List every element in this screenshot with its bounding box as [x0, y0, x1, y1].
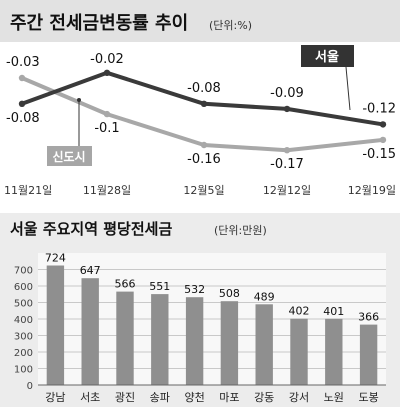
x-category-label: 서초: [80, 391, 100, 404]
legend-newtown-box: [47, 146, 92, 166]
line-plot: -0.03 -0.1 -0.16 -0.17 -0.15 -0.08 -0.02 -0.08 -…: [4, 52, 396, 197]
x-tick-label: 12월5일: [183, 183, 224, 197]
series-1-value-label: -0.15: [362, 147, 396, 162]
series-1-point: [18, 74, 26, 82]
series-1-value-label: -0.03: [6, 55, 40, 70]
series-1-value-label: -0.1: [94, 121, 119, 136]
x-category-label: 마포: [219, 391, 239, 404]
legend-newtown: 신도시: [47, 98, 92, 166]
series-0-value-label: -0.12: [362, 101, 396, 116]
bar-value-label: 551: [149, 280, 170, 293]
series-0-value-label: -0.08: [187, 81, 221, 96]
series-1-value-label: -0.17: [270, 157, 304, 172]
bar-chart: 서울 주요지역 평당전세금 (단위:만원) 0 100 200 300 400 500 60…: [0, 213, 400, 407]
bar-value-label: 366: [358, 311, 379, 324]
line-title-bar: [0, 0, 400, 42]
bar-value-label: 401: [323, 305, 344, 318]
series-0-point: [283, 105, 291, 113]
bar: [220, 301, 239, 385]
series-0-point: [379, 121, 387, 128]
bar: [81, 278, 99, 385]
x-tick-label: 11월21일: [4, 183, 52, 197]
x-category-label: 강동: [254, 391, 274, 404]
x-category-label: 송파: [150, 391, 170, 404]
series-0-point: [103, 69, 111, 77]
bar: [290, 318, 308, 385]
line-chart-unit: (단위:%): [209, 19, 252, 32]
series-0-point: [18, 100, 26, 108]
legend-seoul: 서울: [301, 45, 354, 111]
x-tick-label: 12월19일: [348, 183, 396, 197]
bar: [255, 304, 273, 385]
bar-value-label: 532: [184, 283, 205, 296]
x-category-label: 강서: [289, 391, 309, 404]
legend-seoul-leader: [345, 66, 351, 111]
x-tick-label: 11월28일: [83, 183, 131, 197]
bar-value-label: 508: [219, 287, 240, 300]
legend-newtown-leader-dot: [77, 98, 81, 102]
bar-plot: 0 100 200 300 400 500 600 700 724 강남 647 서초 566 광진 551…: [14, 252, 386, 404]
series-1-point: [200, 141, 208, 149]
x-category-label: 강남: [45, 391, 65, 404]
y-tick-label: 500: [14, 299, 33, 310]
x-category-label: 양천: [184, 390, 204, 404]
series-1-value-label: -0.16: [187, 152, 221, 167]
bar-chart-title: 서울 주요지역 평당전세금: [10, 220, 172, 238]
series-0-point: [200, 100, 208, 108]
bar: [151, 294, 169, 385]
y-tick-label: 700: [14, 266, 33, 277]
bar: [325, 318, 343, 385]
x-tick-label: 12월12일: [263, 183, 311, 197]
series-0-value-label: -0.08: [6, 111, 40, 126]
x-category-label: 광진: [115, 391, 135, 404]
bar-chart-unit: (단위:만원): [214, 224, 267, 237]
legend-seoul-label: 서울: [315, 49, 339, 65]
y-tick-label: 300: [14, 332, 33, 343]
bar-value-label: 647: [80, 264, 101, 277]
y-tick-label: 0: [27, 381, 33, 392]
bar-value-label: 724: [45, 252, 66, 265]
line-chart: 주간 전세금변동률 추이 (단위:%) -0.03-0.1-0.16 -0.17-…: [0, 0, 400, 197]
legend-newtown-label: 신도시: [52, 149, 85, 164]
line-chart-title: 주간 전세금변동률 추이: [10, 13, 188, 34]
series-1-point: [379, 136, 387, 144]
y-tick-label: 600: [14, 282, 33, 293]
y-tick-label: 100: [14, 365, 33, 376]
bar: [359, 324, 378, 385]
bar: [116, 291, 134, 385]
bar-value-label: 489: [254, 290, 275, 303]
series-0-value-label: -0.09: [270, 86, 304, 101]
x-category-label: 노원: [324, 391, 344, 404]
series-0-value-label: -0.02: [90, 52, 124, 67]
bar: [46, 265, 65, 385]
series-1-point: [283, 147, 291, 154]
bar-value-label: 402: [289, 305, 310, 318]
bar: [185, 297, 204, 385]
y-tick-label: 400: [14, 315, 33, 326]
bar-value-label: 566: [115, 278, 136, 291]
y-tick-label: 200: [14, 348, 33, 359]
x-category-label: 도봉: [358, 391, 378, 404]
legend-seoul-box: [301, 45, 354, 67]
series-1-point: [103, 110, 111, 118]
